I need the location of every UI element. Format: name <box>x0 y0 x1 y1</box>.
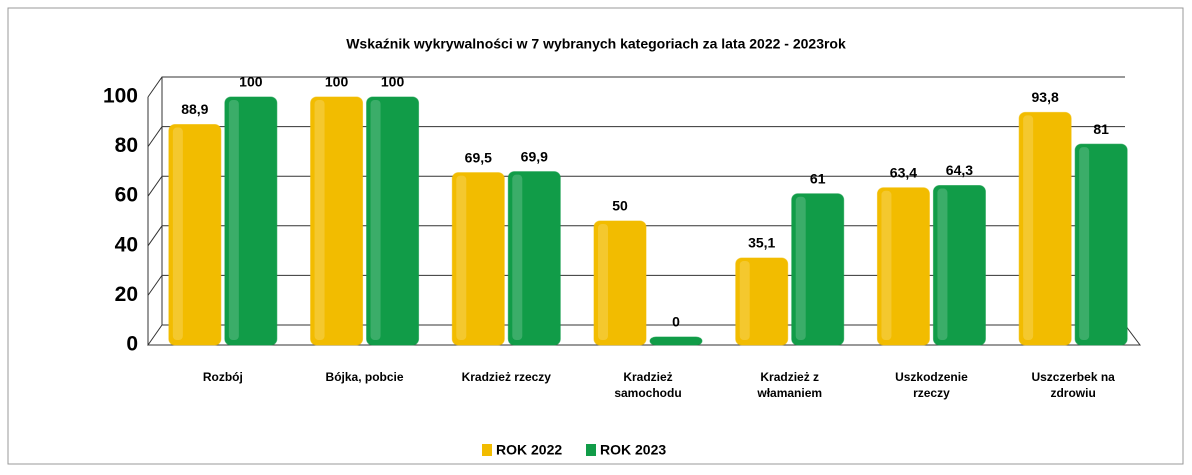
x-tick-label: rzeczy <box>913 386 950 400</box>
bar <box>366 96 420 346</box>
bar-highlight <box>172 127 183 340</box>
x-tick-label: Kradzież <box>623 370 672 384</box>
value-label: 81 <box>1093 121 1109 137</box>
x-tick-label: samochodu <box>614 386 681 400</box>
value-label: 100 <box>325 74 349 90</box>
legend-label: ROK 2022 <box>496 442 562 458</box>
bar-highlight <box>937 188 948 340</box>
bar-highlight <box>795 196 806 340</box>
x-tick-label: Uszczerbek na <box>1031 370 1115 384</box>
bar-highlight <box>1079 147 1090 340</box>
bar <box>507 171 561 346</box>
bar <box>224 96 278 346</box>
x-tick-label: zdrowiu <box>1050 386 1095 400</box>
bar-highlight <box>739 260 750 340</box>
bar <box>593 220 647 346</box>
x-tick-label: Rozbój <box>203 370 243 384</box>
bar <box>310 96 364 346</box>
x-tick-label: Kradzież rzeczy <box>462 370 552 384</box>
bar-highlight <box>512 174 523 340</box>
value-label: 0 <box>672 314 680 330</box>
value-label: 35,1 <box>748 235 775 251</box>
y-tick-label: 80 <box>115 134 138 157</box>
bar <box>451 172 505 346</box>
bar-highlight <box>456 175 467 340</box>
bar <box>649 336 703 346</box>
bar <box>876 187 930 346</box>
y-tick-label: 60 <box>115 184 138 207</box>
bar <box>735 257 789 346</box>
bar <box>791 193 845 346</box>
y-tick-label: 0 <box>126 333 138 356</box>
y-tick-label: 20 <box>115 283 138 306</box>
chart-title: Wskaźnik wykrywalności w 7 wybranych kat… <box>346 36 846 52</box>
value-label: 100 <box>381 74 405 90</box>
value-label: 88,9 <box>181 101 208 117</box>
value-label: 100 <box>239 74 263 90</box>
value-label: 50 <box>612 198 628 214</box>
legend-swatch <box>586 444 596 456</box>
bar-highlight <box>598 224 608 340</box>
y-tick-label: 40 <box>115 233 138 256</box>
bar-highlight <box>881 190 892 340</box>
x-tick-label: Bójka, pobcie <box>326 370 404 384</box>
x-tick-label: Uszkodzenie <box>895 370 968 384</box>
legend-swatch <box>482 444 492 456</box>
value-label: 61 <box>810 170 826 186</box>
bar-highlight <box>228 100 239 340</box>
bar <box>1018 111 1072 346</box>
value-label: 93,8 <box>1032 89 1059 105</box>
bar <box>168 124 222 346</box>
x-tick-label: włamaniem <box>756 386 822 400</box>
bar <box>1074 143 1128 346</box>
value-label: 69,9 <box>521 148 548 164</box>
bar-highlight <box>370 100 381 340</box>
bar <box>932 185 986 346</box>
value-label: 63,4 <box>890 164 917 180</box>
bar-highlight <box>314 100 325 340</box>
x-tick-label: Kradzież z <box>760 370 819 384</box>
legend-label: ROK 2023 <box>600 442 666 458</box>
value-label: 69,5 <box>465 149 492 165</box>
y-tick-label: 100 <box>103 85 138 108</box>
value-label: 64,3 <box>946 162 973 178</box>
bar-highlight <box>1023 115 1034 340</box>
